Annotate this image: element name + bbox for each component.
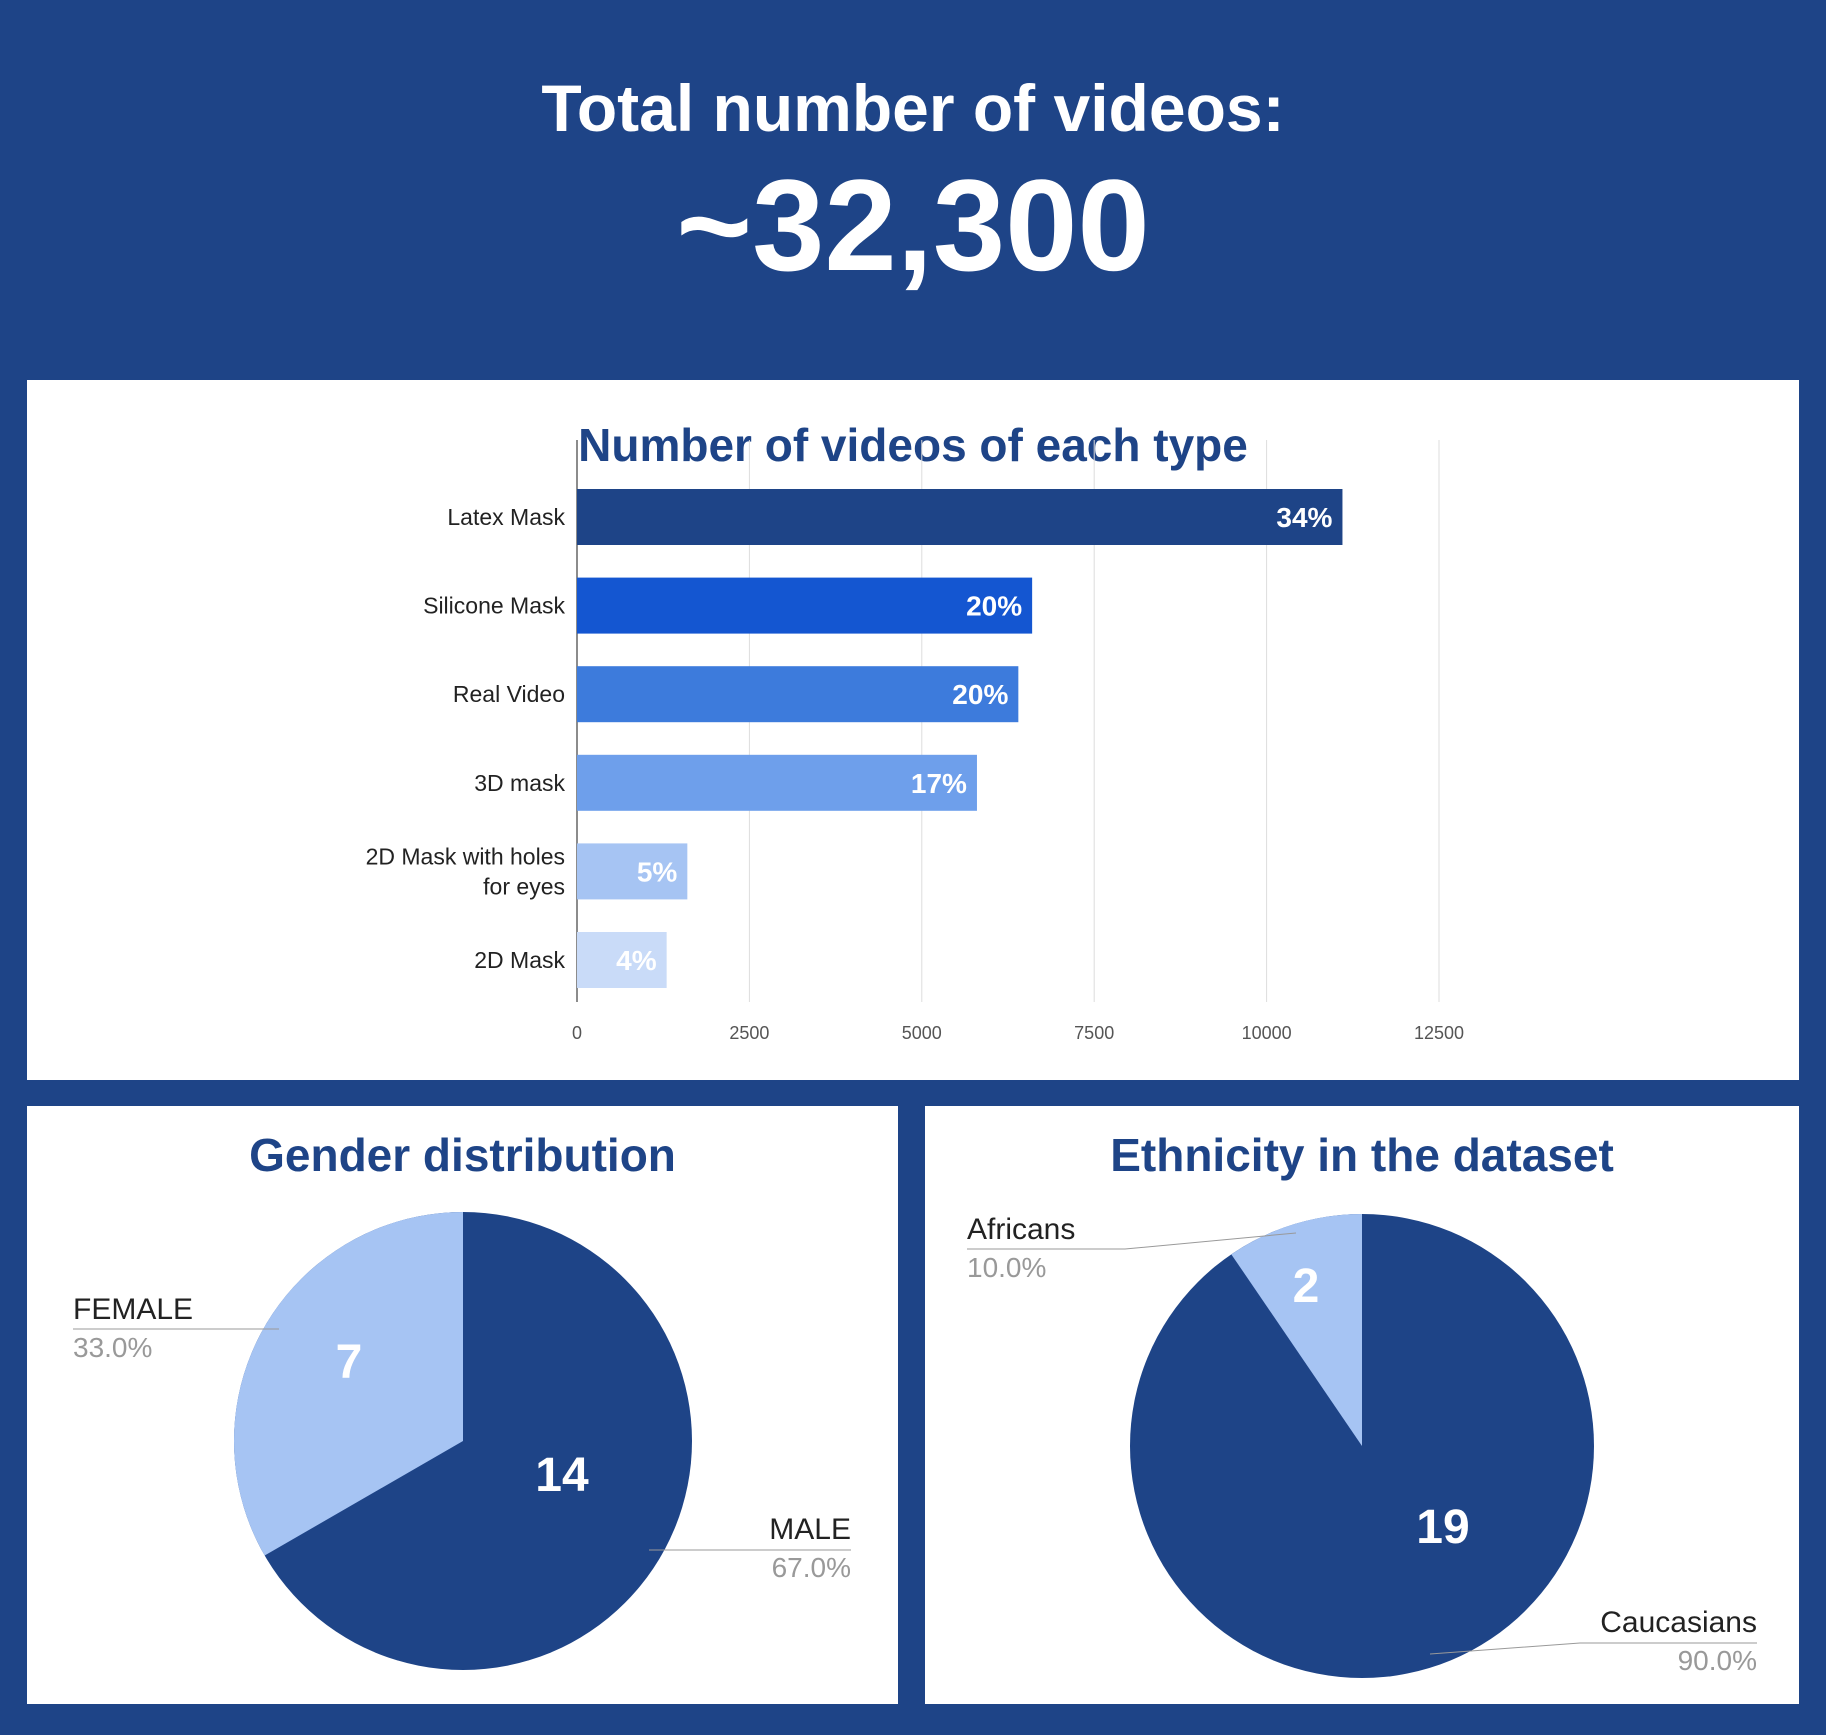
video-types-panel: Number of videos of each type 0 2500 5000 7… bbox=[27, 380, 1799, 1080]
leader-line bbox=[1429, 1642, 1757, 1655]
pie-category-label: MALE bbox=[769, 1513, 851, 1546]
bar-data-label: 4% bbox=[616, 945, 657, 976]
category-label: 3D mask bbox=[474, 770, 565, 796]
category-label: Latex Mask bbox=[447, 504, 565, 530]
x-tick-label: 10000 bbox=[1242, 1023, 1292, 1043]
pie-percent-label: 90.0% bbox=[1678, 1645, 1757, 1676]
category-label: for eyes bbox=[483, 873, 565, 899]
ethnicity-pie-chart: 2 19 Africans 10.0% Caucasians 90.0% bbox=[967, 1213, 1757, 1678]
x-tick-label: 7500 bbox=[1074, 1023, 1114, 1043]
pie-category-label: Caucasians bbox=[1600, 1606, 1757, 1639]
x-tick-label: 5000 bbox=[902, 1023, 942, 1043]
category-label: Silicone Mask bbox=[423, 593, 565, 619]
bar-chart-title: Number of videos of each type bbox=[578, 419, 1248, 471]
bar bbox=[577, 754, 977, 811]
leader-line bbox=[967, 1232, 1297, 1250]
pie-value-label: 14 bbox=[535, 1449, 589, 1502]
total-videos-title: Total number of videos: bbox=[541, 71, 1285, 145]
ethnicity-chart-title: Ethnicity in the dataset bbox=[1110, 1129, 1614, 1181]
bar-data-label: 34% bbox=[1276, 502, 1332, 533]
pie-slice bbox=[233, 1212, 463, 1556]
pie-slice bbox=[1231, 1214, 1362, 1446]
bar bbox=[577, 932, 667, 988]
ethnicity-panel: Ethnicity in the dataset 2 19 Africans 10.0… bbox=[925, 1106, 1799, 1704]
x-tick-label: 0 bbox=[572, 1023, 582, 1043]
bar bbox=[577, 666, 1019, 723]
category-label: 2D Mask with holes bbox=[366, 843, 565, 869]
pie-percent-label: 10.0% bbox=[967, 1252, 1046, 1283]
x-tick-label: 12500 bbox=[1414, 1023, 1464, 1043]
video-types-bar-chart: 0 2500 5000 7500 10000 12500 34% Latex Mask 20% S… bbox=[366, 440, 1464, 1043]
gender-pie-chart: 7 14 FEMALE 33.0% MALE 67.0% bbox=[73, 1212, 851, 1670]
pie-category-label: Africans bbox=[967, 1213, 1075, 1246]
category-label: 2D Mask bbox=[474, 947, 565, 973]
pie-percent-label: 67.0% bbox=[772, 1552, 851, 1583]
total-videos-value: ~32,300 bbox=[676, 152, 1150, 298]
pie-category-label: FEMALE bbox=[73, 1293, 193, 1326]
bar-data-label: 20% bbox=[966, 591, 1022, 622]
x-tick-label: 2500 bbox=[729, 1023, 769, 1043]
bar-data-label: 20% bbox=[952, 679, 1008, 710]
bar bbox=[577, 577, 1033, 634]
pie-value-label: 19 bbox=[1416, 1501, 1469, 1554]
pie-percent-label: 33.0% bbox=[73, 1332, 152, 1363]
pie-value-label: 7 bbox=[336, 1336, 363, 1389]
bar bbox=[577, 843, 688, 900]
bar bbox=[577, 489, 1343, 545]
gender-chart-title: Gender distribution bbox=[249, 1129, 676, 1181]
bar-data-label: 17% bbox=[911, 768, 967, 799]
gender-panel: Gender distribution 7 14 FEMALE 33.0% MALE 67… bbox=[27, 1106, 898, 1704]
category-label: Real Video bbox=[453, 681, 565, 707]
bar-data-label: 5% bbox=[637, 856, 678, 887]
pie-value-label: 2 bbox=[1293, 1260, 1320, 1313]
